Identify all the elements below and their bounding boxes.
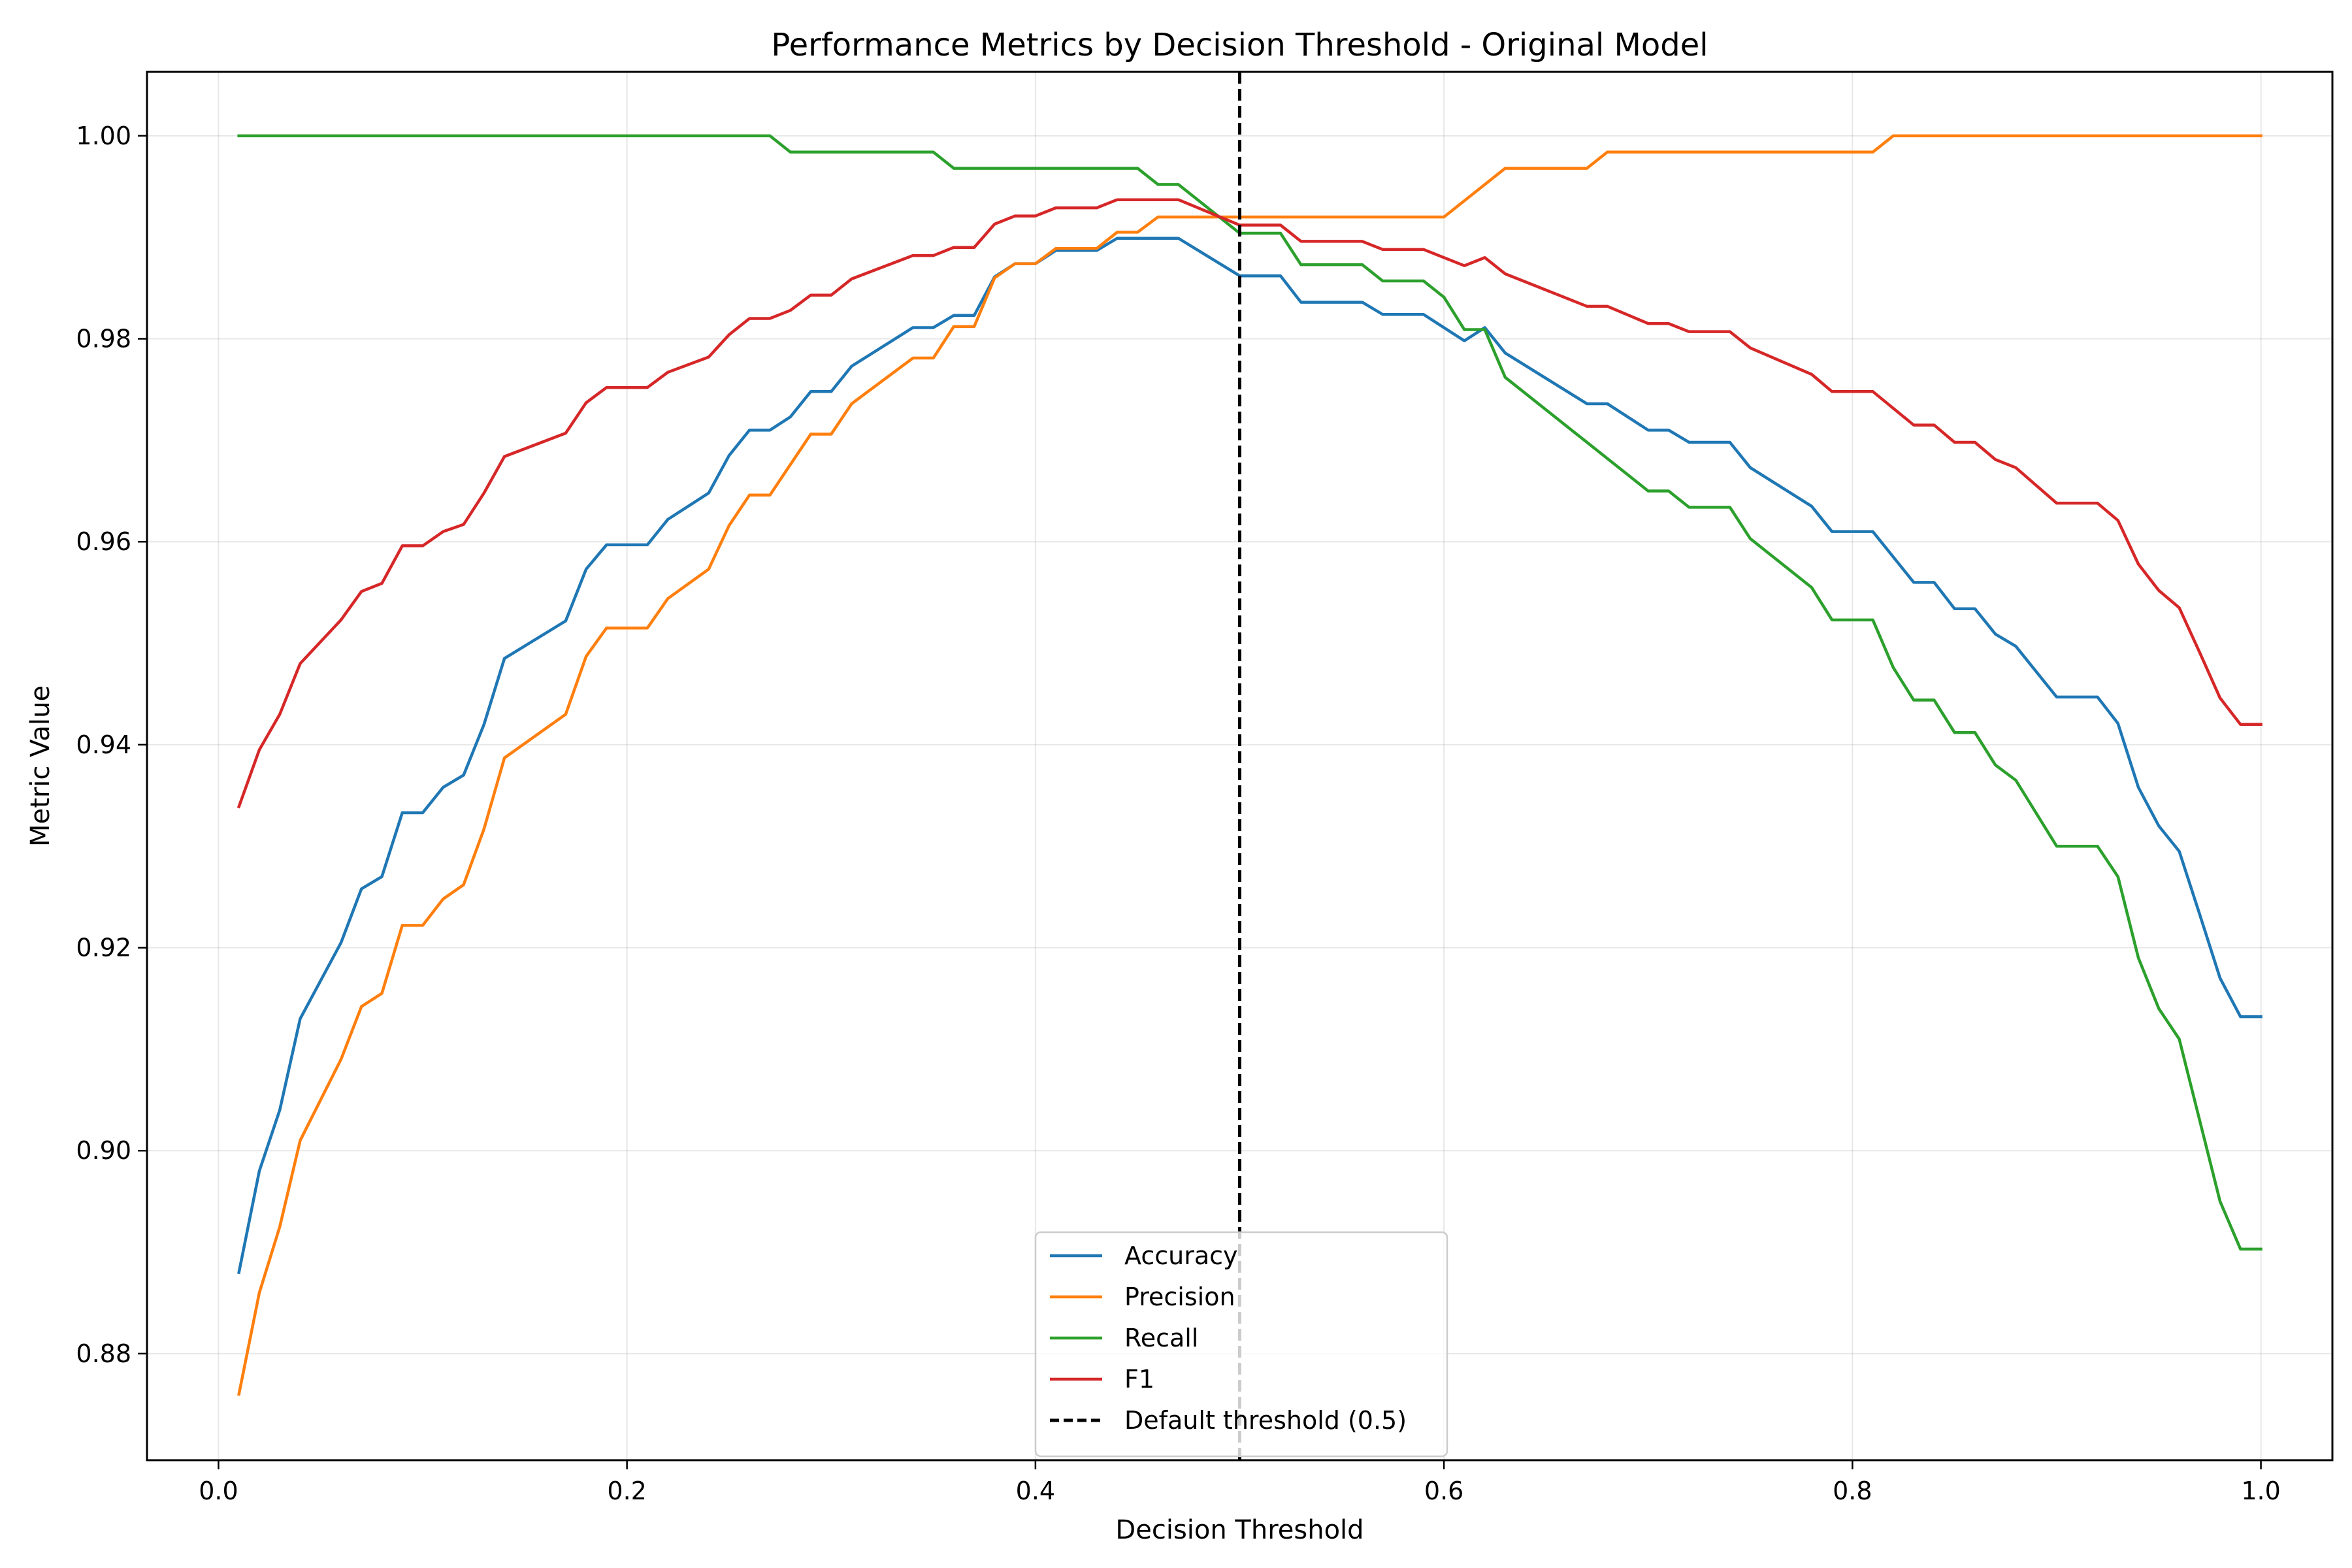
ticks-layer: 0.0 0.2 0.4 0.6 0.8 1.0 0.88 0.90 0.92 0.94 0.96 0.… <box>76 122 2280 1505</box>
plot-frame <box>146 71 2334 1462</box>
y-tick-label: 0.92 <box>76 934 131 962</box>
x-tick-label: 0.2 <box>607 1477 646 1505</box>
x-tick-label: 1.0 <box>2241 1477 2280 1505</box>
legend-label-f1: F1 <box>1124 1365 1154 1394</box>
legend-box <box>1034 1231 1448 1458</box>
y-tick-label: 0.98 <box>76 325 131 353</box>
y-axis-label: Metric Value <box>25 685 56 847</box>
x-tick-label: 0.6 <box>1424 1477 1463 1505</box>
y-tick-label: 0.94 <box>76 730 131 759</box>
legend-label-recall: Recall <box>1124 1324 1198 1352</box>
x-tick-label: 0.8 <box>1833 1477 1872 1505</box>
legend: Accuracy Precision Recall F1 Default thresho… <box>1034 1231 1448 1458</box>
x-axis-label: Decision Threshold <box>1115 1515 1364 1545</box>
legend-label-precision: Precision <box>1124 1282 1235 1311</box>
y-tick-label: 0.88 <box>76 1339 131 1368</box>
series-line-f1 <box>237 198 2262 809</box>
y-tick-label: 0.90 <box>76 1136 131 1165</box>
chart-title: Performance Metrics by Decision Threshol… <box>771 27 1708 63</box>
y-tick-label: 1.00 <box>76 122 131 150</box>
x-tick-label: 0.4 <box>1016 1477 1055 1505</box>
series-line-accuracy <box>237 237 2262 1275</box>
legend-label-default-threshold-0-5: Default threshold (0.5) <box>1124 1406 1407 1435</box>
series-line-recall <box>237 134 2262 1251</box>
legend-label-accuracy: Accuracy <box>1124 1241 1238 1270</box>
y-tick-label: 0.96 <box>76 527 131 556</box>
series-layer <box>237 72 2262 1460</box>
x-tick-label: 0.0 <box>199 1477 238 1505</box>
series-line-precision <box>237 134 2262 1396</box>
